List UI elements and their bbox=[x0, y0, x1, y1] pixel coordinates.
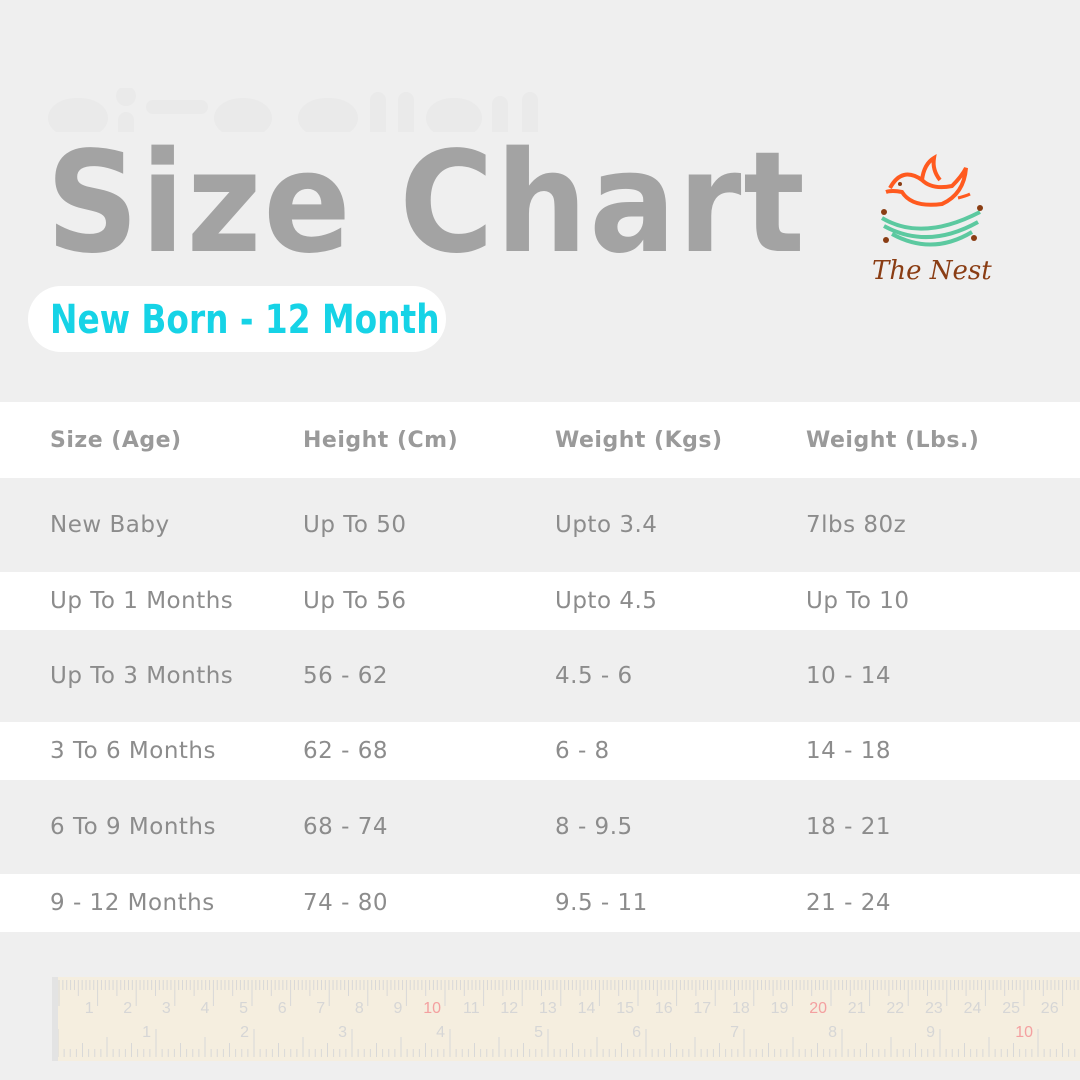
table-cell: Up To 56 bbox=[303, 588, 407, 614]
table-row: New Baby Up To 50 Upto 3.4 7lbs 80z bbox=[0, 478, 1080, 572]
page-title: Size Chart bbox=[46, 122, 807, 285]
table-cell: 14 - 18 bbox=[806, 738, 891, 764]
table-row: 9 - 12 Months 74 - 80 9.5 - 11 21 - 24 bbox=[0, 874, 1080, 932]
table-cell: Upto 3.4 bbox=[555, 512, 658, 538]
page-subtitle: New Born - 12 Month bbox=[50, 297, 440, 343]
table-cell: 74 - 80 bbox=[303, 890, 388, 916]
table-cell: New Baby bbox=[50, 512, 170, 538]
cm-label: 21 bbox=[848, 1000, 866, 1017]
cm-label: 8 bbox=[355, 1000, 364, 1017]
cm-label: 7 bbox=[316, 1000, 325, 1017]
cm-label: 18 bbox=[732, 1000, 750, 1017]
column-header: Weight (Lbs.) bbox=[806, 427, 980, 453]
cm-label: 9 bbox=[393, 1000, 402, 1017]
cm-label: 15 bbox=[616, 1000, 634, 1017]
inch-label: 3 bbox=[338, 1024, 347, 1041]
table-cell: 7lbs 80z bbox=[806, 512, 907, 538]
column-header: Height (Cm) bbox=[303, 427, 459, 453]
cm-label: 10 bbox=[423, 1000, 441, 1017]
table-cell: Up To 10 bbox=[806, 588, 910, 614]
cm-label: 13 bbox=[539, 1000, 557, 1017]
table-cell: Upto 4.5 bbox=[555, 588, 658, 614]
cm-label: 1 bbox=[85, 1000, 94, 1017]
ghost-title-watermark bbox=[48, 88, 538, 132]
cm-label: 11 bbox=[463, 1000, 480, 1017]
cm-label: 26 bbox=[1041, 1000, 1059, 1017]
cm-label: 4 bbox=[200, 1000, 209, 1017]
column-header: Weight (Kgs) bbox=[555, 427, 723, 453]
table-cell: 10 - 14 bbox=[806, 663, 891, 689]
cm-label: 23 bbox=[925, 1000, 943, 1017]
subtitle-cloud bbox=[28, 286, 446, 352]
table-row: 6 To 9 Months 68 - 74 8 - 9.5 18 - 21 bbox=[0, 780, 1080, 874]
cm-label: 16 bbox=[655, 1000, 673, 1017]
brand-name: The Nest bbox=[872, 256, 992, 286]
nest-logo-icon bbox=[880, 154, 983, 247]
cm-label: 5 bbox=[239, 1000, 248, 1017]
cm-label: 2 bbox=[123, 1000, 132, 1017]
table-cell: 62 - 68 bbox=[303, 738, 388, 764]
table-row: Up To 1 Months Up To 56 Upto 4.5 Up To 10 bbox=[0, 572, 1080, 630]
table-cell: Up To 1 Months bbox=[50, 588, 234, 614]
cm-label: 14 bbox=[578, 1000, 596, 1017]
column-header: Size (Age) bbox=[50, 427, 182, 453]
table-cell: Up To 3 Months bbox=[50, 663, 234, 689]
cm-label: 6 bbox=[278, 1000, 287, 1017]
inch-label: 6 bbox=[632, 1024, 641, 1041]
inch-label: 4 bbox=[436, 1024, 445, 1041]
cm-label: 17 bbox=[693, 1000, 711, 1017]
table-cell: 3 To 6 Months bbox=[50, 738, 216, 764]
table-cell: 18 - 21 bbox=[806, 814, 891, 840]
table-cell: 6 - 8 bbox=[555, 738, 610, 764]
table-cell: 21 - 24 bbox=[806, 890, 891, 916]
cm-label: 12 bbox=[500, 1000, 518, 1017]
cm-label: 3 bbox=[162, 1000, 171, 1017]
table-header: Size (Age) Height (Cm) Weight (Kgs) Weig… bbox=[0, 402, 1080, 478]
table-cell: 6 To 9 Months bbox=[50, 814, 216, 840]
inch-label: 7 bbox=[730, 1024, 739, 1041]
inch-label: 8 bbox=[828, 1024, 837, 1041]
table-cell: 68 - 74 bbox=[303, 814, 388, 840]
table-cell: 9.5 - 11 bbox=[555, 890, 648, 916]
cm-label: 24 bbox=[964, 1000, 982, 1017]
table-cell: 8 - 9.5 bbox=[555, 814, 633, 840]
inch-label: 9 bbox=[926, 1024, 935, 1041]
table-cell: 56 - 62 bbox=[303, 663, 388, 689]
table-row: 3 To 6 Months 62 - 68 6 - 8 14 - 18 bbox=[0, 722, 1080, 780]
table-cell: 4.5 - 6 bbox=[555, 663, 633, 689]
cm-label: 22 bbox=[886, 1000, 904, 1017]
table-row: Up To 3 Months 56 - 62 4.5 - 6 10 - 14 bbox=[0, 630, 1080, 722]
inch-label: 1 bbox=[142, 1024, 151, 1041]
table-cell: 9 - 12 Months bbox=[50, 890, 215, 916]
measuring-tape: 1 2 3 4 5 6 7 8 9 10 11 12 13 14 15 16 17 18 19 20 21 22 23 24 2… bbox=[52, 977, 1080, 1061]
cm-label: 19 bbox=[771, 1000, 789, 1017]
inch-label: 5 bbox=[534, 1024, 543, 1041]
cm-label: 25 bbox=[1002, 1000, 1020, 1017]
inch-label: 10 bbox=[1015, 1024, 1033, 1041]
table-cell: Up To 50 bbox=[303, 512, 407, 538]
cm-label: 20 bbox=[809, 1000, 827, 1017]
inch-label: 2 bbox=[240, 1024, 249, 1041]
